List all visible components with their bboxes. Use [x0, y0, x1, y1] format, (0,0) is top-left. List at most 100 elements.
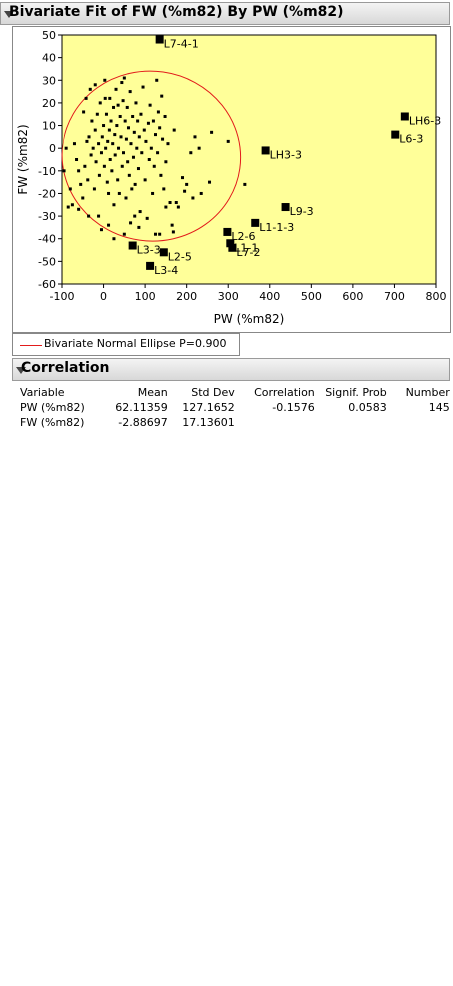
- cell-number: [387, 416, 450, 431]
- labeled-data-point: [128, 241, 137, 250]
- scatter-chart: -100 0 100 200 300 400 500 600 700 800-60-50-40-3…: [16, 29, 447, 326]
- data-point: [107, 128, 111, 132]
- data-point: [132, 130, 136, 134]
- x-tick-label: -100: [50, 290, 75, 303]
- data-point: [122, 232, 126, 236]
- point-label: L3-3: [137, 244, 161, 257]
- data-point: [108, 158, 112, 161]
- cell-variable: PW (%m82): [20, 401, 85, 414]
- data-point: [72, 142, 76, 146]
- col-header: Signif. Prob: [325, 386, 387, 399]
- data-point: [117, 146, 121, 150]
- data-point: [158, 232, 162, 236]
- data-point: [105, 180, 109, 184]
- x-tick-label: 800: [426, 290, 447, 303]
- data-point: [145, 216, 149, 220]
- data-point: [163, 114, 167, 118]
- data-point: [164, 160, 168, 164]
- data-point: [93, 83, 97, 87]
- data-point: [176, 205, 180, 209]
- data-point: [189, 151, 193, 155]
- data-point: [139, 112, 143, 116]
- data-point: [107, 223, 111, 227]
- data-point: [115, 124, 119, 128]
- data-point: [131, 155, 135, 159]
- data-point: [90, 119, 94, 123]
- data-point: [185, 182, 189, 186]
- labeled-data-point: [281, 203, 290, 212]
- data-point: [99, 151, 103, 155]
- y-tick-label: 30: [42, 74, 56, 87]
- data-point: [77, 169, 81, 173]
- confidence-ellipse: [61, 70, 242, 242]
- data-point: [127, 173, 131, 177]
- data-point: [84, 96, 88, 100]
- y-tick-label: 20: [42, 97, 56, 110]
- cell-std-dev: 127.1652: [182, 401, 235, 414]
- data-point: [208, 180, 212, 184]
- bivariate-outline-header[interactable]: Bivariate Fit of FW (%m82) By PW (%m82): [0, 2, 450, 25]
- data-point: [123, 119, 127, 123]
- data-point: [136, 119, 140, 123]
- data-point: [121, 99, 125, 103]
- data-point: [170, 223, 174, 227]
- y-tick-label: -60: [38, 278, 56, 291]
- data-point: [135, 146, 139, 150]
- cell-correlation: -0.1576: [272, 401, 315, 414]
- data-point: [193, 135, 197, 139]
- correlation-outline-header[interactable]: Correlation: [12, 358, 450, 381]
- data-point: [148, 103, 152, 107]
- disclosure-triangle-icon[interactable]: [4, 11, 14, 18]
- labeled-data-point: [251, 218, 260, 227]
- x-axis-label: PW (%m82): [214, 312, 285, 326]
- data-point: [197, 146, 201, 150]
- labeled-data-point: [223, 227, 232, 236]
- data-point: [87, 135, 91, 139]
- data-point: [119, 135, 123, 139]
- data-point: [109, 119, 113, 123]
- plot-frame: -100 0 100 200 300 400 500 600 700 800 -60 -50 -40 -3…: [12, 26, 451, 333]
- data-point: [111, 142, 115, 146]
- data-point: [75, 158, 79, 161]
- y-tick-label: 0: [49, 142, 56, 155]
- data-point: [133, 182, 137, 186]
- data-point: [117, 191, 121, 195]
- correlation-table: Variable Mean Std Dev Correlation Signif…: [20, 386, 450, 431]
- data-point: [131, 114, 135, 118]
- data-point: [137, 135, 141, 139]
- y-tick-label: -30: [38, 210, 56, 223]
- data-point: [97, 214, 101, 218]
- data-point: [83, 164, 87, 168]
- data-point: [160, 94, 164, 98]
- x-tick-label: 0: [100, 290, 107, 303]
- data-point: [120, 164, 124, 168]
- table-header-row: Variable Mean Std Dev Correlation Signif…: [20, 386, 450, 401]
- data-point: [149, 146, 153, 150]
- y-tick-label: -20: [38, 187, 56, 200]
- data-point: [136, 167, 140, 171]
- col-header: Mean: [137, 386, 168, 399]
- y-axis-label: FW (%m82): [16, 124, 30, 194]
- data-point: [62, 169, 66, 173]
- data-point: [106, 139, 110, 143]
- data-point: [100, 135, 104, 139]
- x-tick-label: 400: [259, 290, 280, 303]
- data-point: [152, 164, 156, 168]
- table-row: FW (%m82) -2.88697 17.13601: [20, 416, 450, 431]
- data-point: [103, 96, 107, 100]
- data-point: [172, 128, 176, 132]
- data-point: [122, 76, 126, 80]
- data-point: [122, 151, 126, 155]
- data-point: [154, 133, 157, 137]
- cell-number: 145: [428, 401, 450, 414]
- plot-area: [61, 34, 437, 285]
- data-point: [77, 207, 81, 211]
- data-point: [143, 178, 147, 182]
- disclosure-triangle-icon[interactable]: [16, 367, 26, 374]
- data-point: [126, 126, 130, 130]
- data-point: [129, 142, 133, 146]
- data-point: [79, 182, 83, 186]
- cell-mean: -2.88697: [118, 416, 168, 429]
- data-point: [99, 228, 103, 232]
- point-label: L1-1-3: [259, 221, 294, 234]
